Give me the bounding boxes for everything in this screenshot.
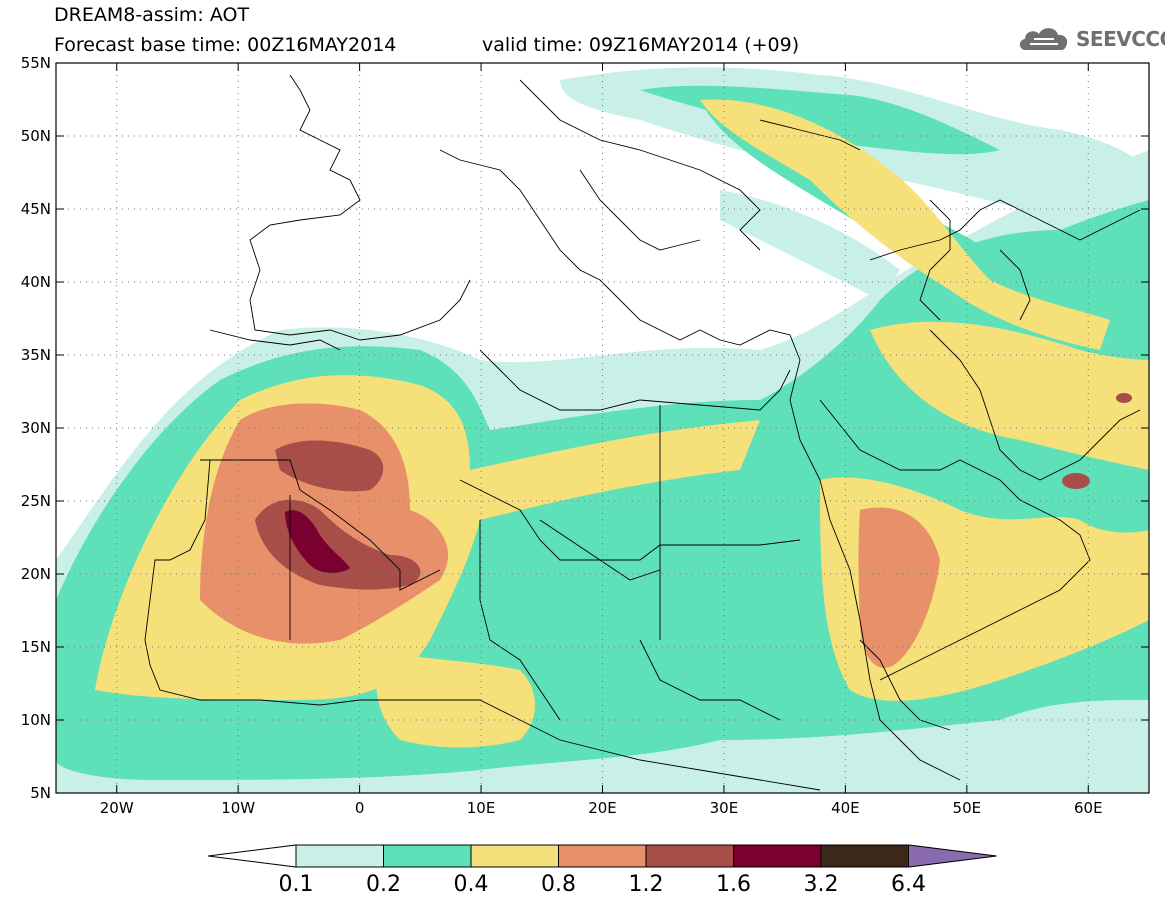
colorbar-label: 1.2: [629, 872, 664, 897]
colorbar-label: 3.2: [804, 872, 839, 897]
axis-ticks: [56, 62, 1149, 794]
colorbar-segment: [645, 844, 734, 868]
colorbar-label: 6.4: [891, 872, 926, 897]
colorbar-segment: [295, 844, 384, 868]
lon-tick-label: 60E: [1074, 799, 1103, 817]
cloud-icon: [1019, 28, 1068, 50]
base-time-label: Forecast base time: 00Z16MAY2014: [54, 34, 397, 56]
aot-field: [56, 67, 1149, 793]
lat-tick-label: 30N: [21, 419, 51, 437]
lat-tick-label: 25N: [21, 492, 51, 510]
lat-tick-label: 35N: [21, 346, 51, 364]
colorbar-segment: [558, 844, 647, 868]
logo-text: SEEVCCC: [1076, 27, 1165, 51]
colorbar-extend-high: [908, 844, 997, 868]
graticule: [56, 63, 1149, 793]
lon-tick-label: 10W: [221, 799, 255, 817]
colorbar-segment: [820, 844, 909, 868]
lat-tick-label: 40N: [21, 273, 51, 291]
colorbar-segment: [733, 844, 822, 868]
lat-tick-label: 10N: [21, 711, 51, 729]
colorbar-extend-low: [207, 844, 297, 868]
colorbar-label: 0.4: [454, 872, 489, 897]
lon-tick-label: 50E: [953, 799, 982, 817]
longitude-labels: 20W 10W 0 10E 20E 30E 40E 50E 60E: [100, 799, 1103, 817]
lon-tick-label: 20W: [100, 799, 134, 817]
lat-tick-label: 55N: [21, 54, 51, 72]
colorbar: [207, 844, 997, 868]
lat-tick-label: 20N: [21, 565, 51, 583]
seevccc-logo: SEEVCCC: [1016, 22, 1165, 56]
colorbar-label: 0.2: [366, 872, 401, 897]
colorbar-labels: 0.1 0.2 0.4 0.8 1.2 1.6 3.2 6.4: [279, 872, 927, 897]
lon-tick-label: 10E: [467, 799, 496, 817]
lat-tick-label: 5N: [30, 784, 51, 802]
valid-time-label: valid time: 09Z16MAY2014 (+09): [482, 34, 800, 56]
coastlines: [144, 74, 1141, 791]
colorbar-segment: [383, 844, 472, 868]
lon-tick-label: 30E: [710, 799, 739, 817]
lon-tick-label: 20E: [588, 799, 617, 817]
colorbar-label: 0.8: [541, 872, 576, 897]
lat-tick-label: 45N: [21, 200, 51, 218]
colorbar-label: 1.6: [716, 872, 751, 897]
lon-tick-label: 0: [355, 799, 365, 817]
colorbar-segment: [470, 844, 559, 868]
lat-tick-label: 15N: [21, 638, 51, 656]
colorbar-label: 0.1: [279, 872, 314, 897]
latitude-labels: 5N 10N 15N 20N 25N 30N 35N 40N 45N 50N 55N: [21, 54, 51, 802]
map-title: DREAM8-assim: AOT: [54, 4, 250, 26]
lon-tick-label: 40E: [831, 799, 860, 817]
lat-tick-label: 50N: [21, 127, 51, 145]
